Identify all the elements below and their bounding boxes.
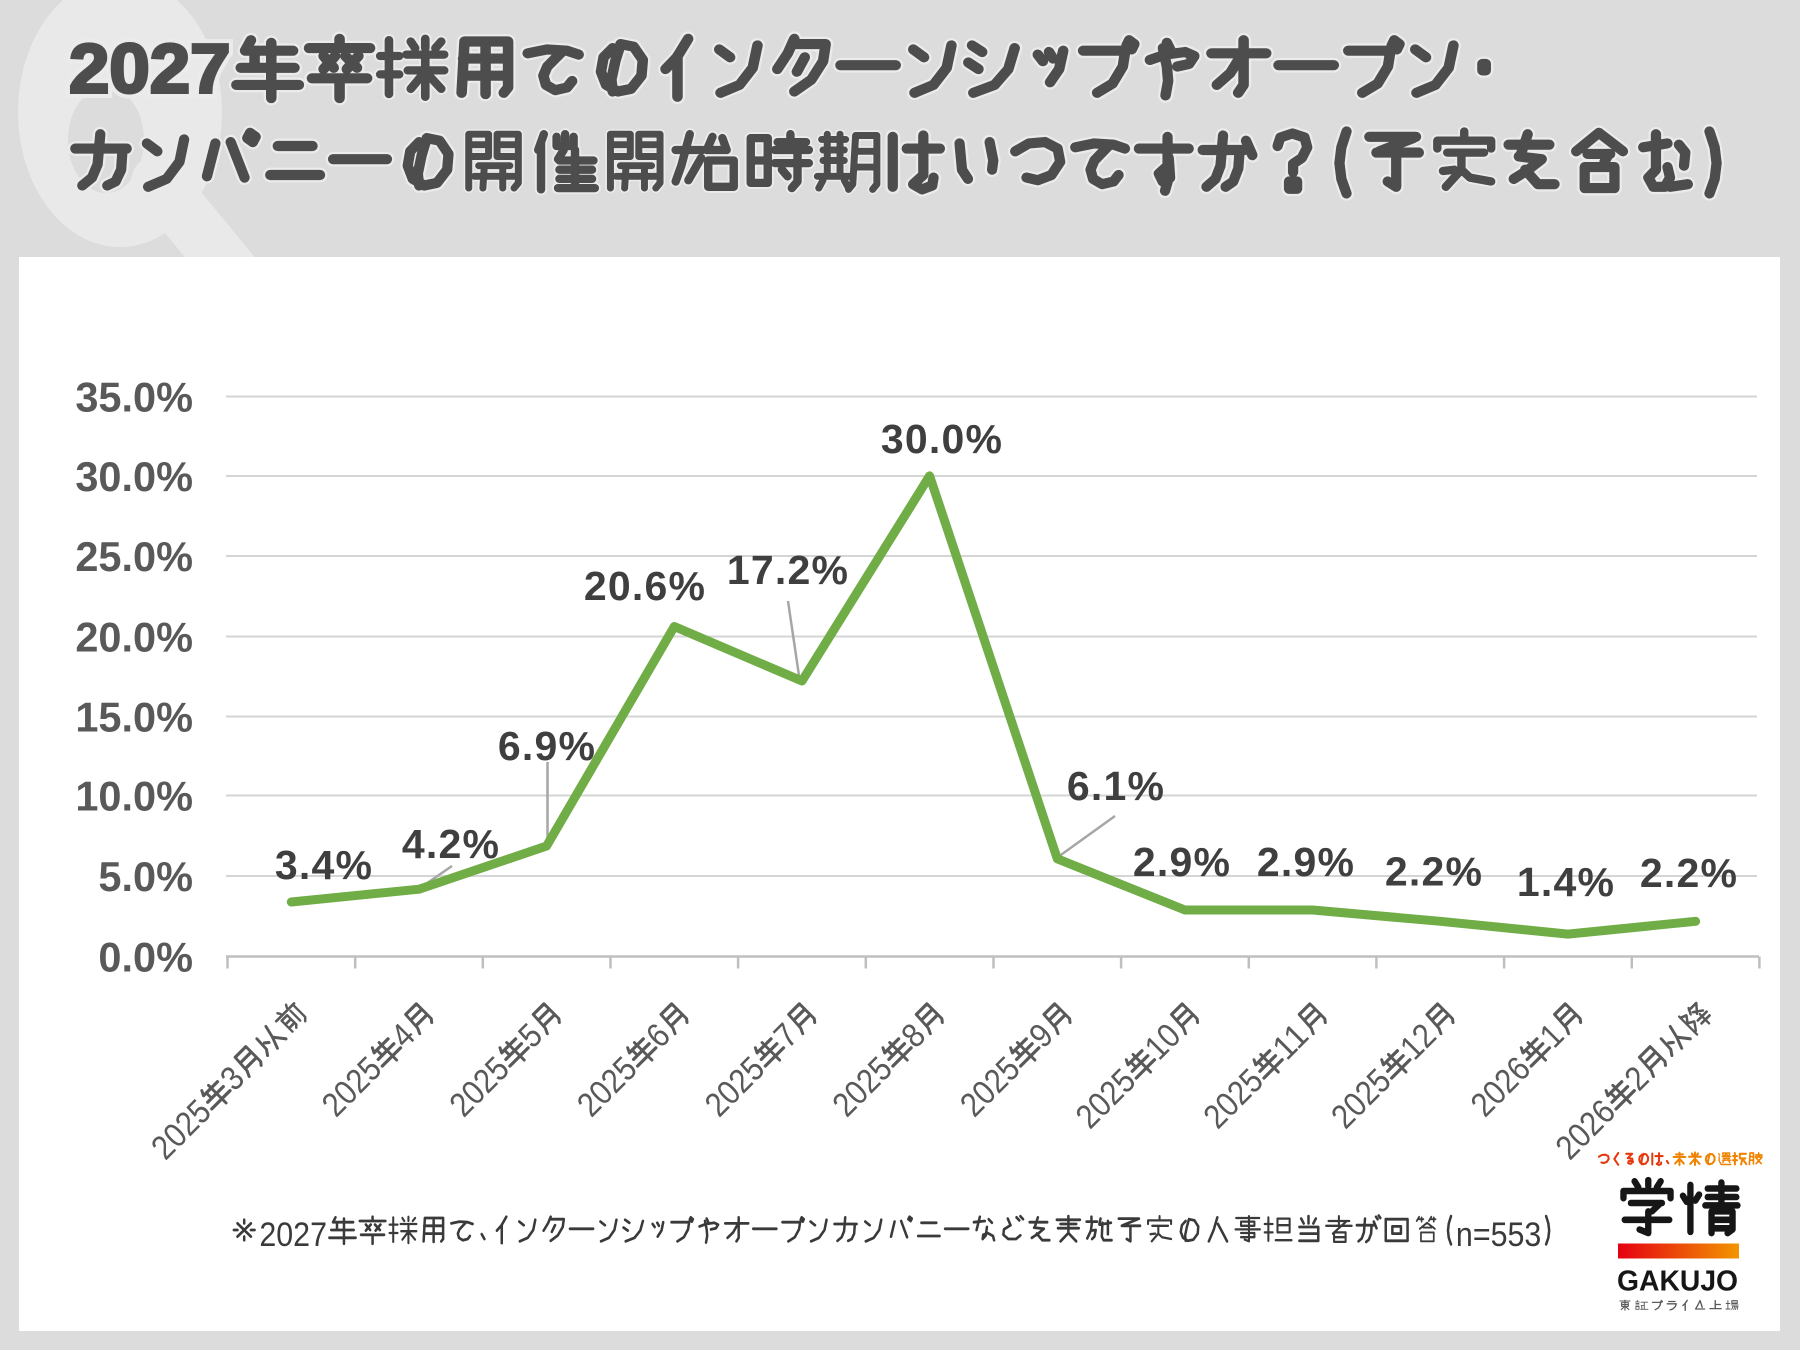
svg-text:25.0%: 25.0%	[75, 533, 193, 580]
svg-text:20.6%: 20.6%	[584, 563, 706, 609]
svg-text:2.2%: 2.2%	[1385, 849, 1483, 895]
svg-text:2.2%: 2.2%	[1640, 850, 1738, 896]
svg-text:2027: 2027	[69, 29, 231, 108]
svg-text:4.2%: 4.2%	[402, 821, 500, 867]
svg-text:2.9%: 2.9%	[1257, 839, 1355, 885]
svg-text:2027: 2027	[69, 29, 231, 108]
svg-text:GAKUJO: GAKUJO	[1617, 1264, 1738, 1296]
svg-text:2.9%: 2.9%	[1133, 839, 1231, 885]
svg-text:35.0%: 35.0%	[75, 374, 193, 421]
svg-text:30.0%: 30.0%	[881, 416, 1003, 462]
svg-text:17.2%: 17.2%	[727, 547, 849, 593]
svg-text:5.0%: 5.0%	[98, 853, 193, 900]
svg-text:15.0%: 15.0%	[75, 694, 193, 741]
svg-text:3.4%: 3.4%	[275, 842, 373, 888]
svg-text:6.9%: 6.9%	[498, 723, 596, 769]
svg-text:30.0%: 30.0%	[75, 453, 193, 500]
svg-text:n=553: n=553	[1456, 1215, 1541, 1253]
svg-text:6.1%: 6.1%	[1067, 763, 1165, 809]
svg-text:10.0%: 10.0%	[75, 773, 193, 820]
svg-text:20.0%: 20.0%	[75, 614, 193, 661]
svg-text:1.4%: 1.4%	[1517, 859, 1615, 905]
svg-text:0.0%: 0.0%	[98, 934, 193, 981]
svg-text:2027: 2027	[259, 1215, 327, 1253]
